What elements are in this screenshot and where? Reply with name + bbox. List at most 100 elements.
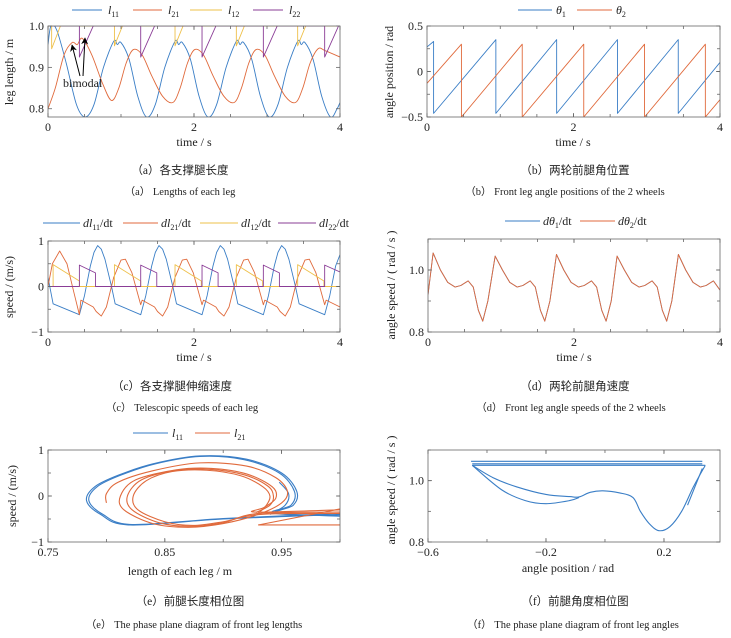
- chart-panel-f: −0.6 −0.2 0.2 0.8 1.0 angle position / rad ang…: [384, 436, 721, 575]
- series-theta1: [427, 39, 720, 114]
- plot-area: [428, 252, 720, 322]
- legend-label: l21: [234, 426, 245, 442]
- series-line: [427, 43, 720, 117]
- series-dl21: [48, 250, 340, 317]
- legend-item: dl21/dt: [123, 216, 192, 232]
- series-line: [269, 481, 290, 515]
- caption-f-cn: （f）前腿角度相位图: [521, 594, 628, 608]
- y-tick-label: 0: [417, 65, 423, 79]
- legend-label-subscript: 1: [555, 221, 559, 230]
- x-tick-label: 0.2: [656, 545, 671, 559]
- plot-area: [427, 39, 720, 117]
- legend-label-main: l: [289, 3, 293, 17]
- legend-label-main: l: [228, 3, 232, 17]
- x-tick-label: 4: [337, 120, 343, 134]
- legend-label-main: l: [168, 3, 172, 17]
- legend-label-suffix: /dt: [559, 214, 572, 228]
- x-tick-label: 0: [45, 120, 51, 134]
- x-axis-label: angle position / rad: [522, 561, 614, 575]
- caption-d-cn: （d）两轮前腿角速度: [520, 379, 630, 393]
- legend-label-suffix: /dt: [336, 216, 349, 230]
- legend-label-subscript: 2: [630, 221, 634, 230]
- series-l11: [48, 26, 340, 117]
- legend-item: l12: [190, 3, 239, 19]
- series-line: [48, 26, 340, 58]
- legend-label: θ1: [556, 3, 566, 19]
- y-axis-label: angle position / rad: [382, 26, 396, 118]
- legend-label: l12: [228, 3, 239, 19]
- legend-label-main: l: [234, 426, 238, 440]
- series-line: [427, 39, 720, 114]
- y-tick-label: 0: [38, 489, 44, 503]
- series-line: [48, 26, 340, 50]
- legend-label-suffix: /dt: [178, 216, 191, 230]
- legend-label-main: l: [108, 3, 112, 17]
- x-axis-label: time / s: [556, 350, 592, 364]
- legend-label: dθ1/dt: [543, 214, 572, 230]
- legend-label-subscript: 12: [231, 10, 239, 19]
- legend-item: l11: [133, 426, 183, 442]
- y-tick-label: 1.0: [409, 263, 424, 277]
- y-tick-label: 0.8: [409, 325, 424, 339]
- legend-label-subscript: 22: [328, 223, 336, 232]
- legend-label-main: dl: [161, 216, 171, 230]
- plot-area: [48, 26, 340, 117]
- legend-label-main: l: [172, 426, 176, 440]
- series-line: [88, 455, 340, 526]
- x-tick-label: 0.95: [271, 545, 292, 559]
- legend-label-main: dl: [319, 216, 329, 230]
- series-dl22: [48, 264, 340, 287]
- arrow-icon: [81, 37, 89, 77]
- caption-c-en: （c） Telescopic speeds of each leg: [106, 402, 259, 414]
- series-l12: [48, 26, 340, 50]
- x-tick-label: −0.2: [535, 545, 557, 559]
- series-l22: [48, 26, 340, 58]
- y-tick-label: 1: [38, 443, 44, 457]
- legend-label-suffix: /dt: [258, 216, 271, 230]
- series-line: [48, 245, 340, 316]
- legend-label-main: dθ: [618, 214, 630, 228]
- legend-label-subscript: 11: [175, 433, 183, 442]
- series-line: [126, 468, 340, 527]
- x-tick-label: 0: [45, 335, 51, 349]
- series-l11: [85, 455, 340, 526]
- series-dtheta1: [428, 252, 720, 322]
- x-tick-label: 0: [424, 120, 430, 134]
- caption-e-en: （e） The phase plane diagram of front leg…: [86, 619, 302, 631]
- legend-label-subscript: 12: [250, 223, 258, 232]
- caption-e-cn: （e）前腿长度相位图: [136, 594, 245, 608]
- legend-label-subscript: 21: [170, 223, 178, 232]
- x-axis-label: time / s: [176, 350, 212, 364]
- x-tick-label: 2: [571, 120, 577, 134]
- legend-label-subscript: 21: [171, 10, 179, 19]
- series-curve: [471, 460, 706, 532]
- legend-label-subscript: 21: [237, 433, 245, 442]
- series-line: [104, 462, 340, 528]
- x-axis-label: time / s: [555, 135, 591, 149]
- x-tick-label: 0.75: [38, 545, 59, 559]
- legend-label: dl11/dt: [83, 216, 113, 232]
- series-line: [85, 455, 340, 526]
- plot-area: [85, 455, 340, 528]
- legend-label: dl22/dt: [319, 216, 350, 232]
- legend-label-suffix: /dt: [100, 216, 113, 230]
- legend-item: dl11/dt: [43, 216, 113, 232]
- legend-label-suffix: /dt: [634, 214, 647, 228]
- axes-frame: [427, 449, 721, 543]
- x-tick-label: 0.85: [154, 545, 175, 559]
- legend-label-subscript: 22: [292, 10, 300, 19]
- y-axis-label: angle speed / ( rad / s ): [384, 231, 398, 340]
- x-tick-label: 2: [191, 120, 197, 134]
- x-tick-label: 4: [717, 335, 723, 349]
- y-tick-label: 1.0: [29, 19, 44, 33]
- x-tick-label: 4: [717, 120, 723, 134]
- legend-item: dθ2/dt: [580, 214, 647, 230]
- legend-item: dl22/dt: [278, 216, 350, 232]
- y-axis-label: speed / (m/s): [5, 465, 19, 527]
- y-axis-label: speed / (m/s): [2, 256, 16, 318]
- legend-item: θ2: [577, 3, 626, 19]
- caption-d-en: （d） Front leg angle speeds of the 2 whee…: [476, 402, 666, 414]
- legend-label-subscript: 1: [562, 10, 566, 19]
